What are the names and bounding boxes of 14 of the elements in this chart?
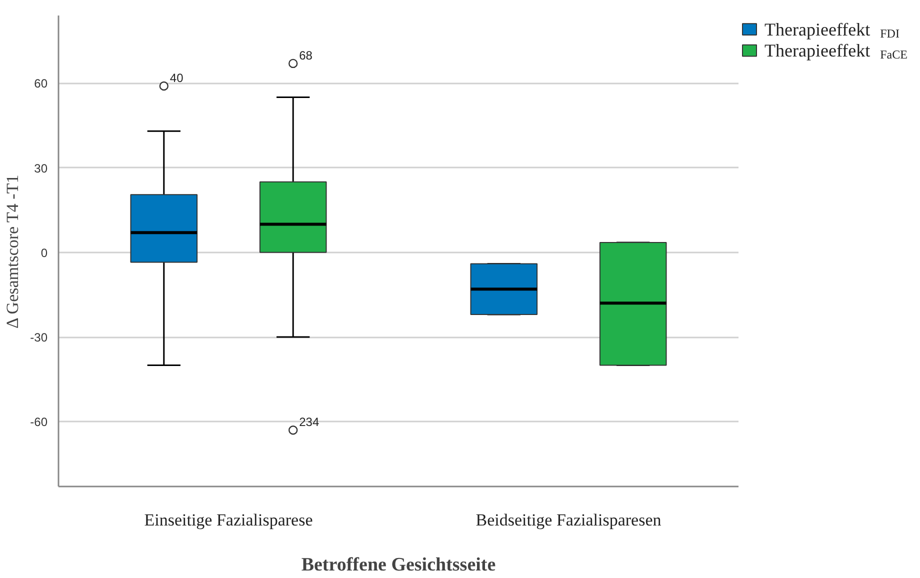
annotation: 68: [299, 48, 313, 62]
y-tick-label: 0: [40, 246, 48, 260]
legend-label: Therapieeffekt FDI: [764, 19, 900, 40]
y-tick-label: -60: [30, 415, 48, 430]
annotation: 40: [170, 71, 184, 86]
y-tick-label: 60: [34, 76, 48, 91]
legend-label: Therapieeffekt FaCE: [764, 40, 908, 62]
annotation: 234: [299, 415, 320, 430]
x-tick-label: Beidseitige Fazialisparesen: [476, 510, 662, 530]
x-tick-label: Einseitige Fazialisparese: [144, 510, 313, 530]
x-axis-title: Betroffene Gesichtsseite: [301, 554, 496, 576]
y-axis-title: Δ Gesamtscore T4 -T1: [3, 174, 22, 328]
y-tick-label: 30: [34, 161, 48, 176]
y-tick-label: -30: [30, 330, 48, 345]
